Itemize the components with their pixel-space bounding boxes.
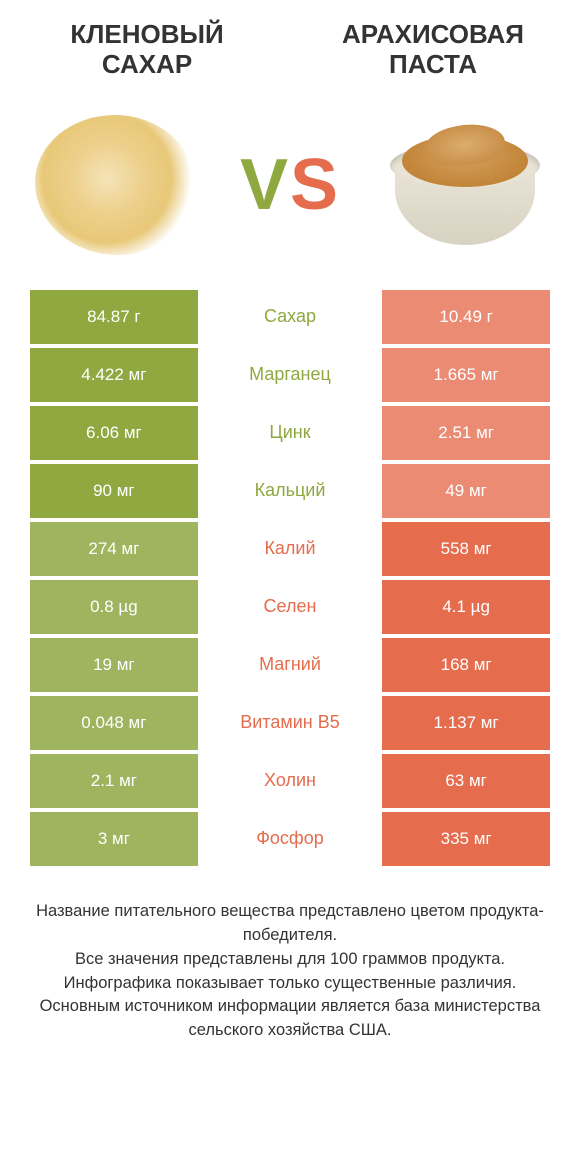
maple-sugar-icon [35, 115, 195, 255]
peanut-butter-icon [390, 125, 540, 245]
footnote-line: Основным источником информации является … [30, 995, 550, 1043]
cell-nutrient-label: Сахар [198, 290, 383, 344]
cell-right-value: 1.665 мг [382, 348, 550, 402]
cell-left-value: 84.87 г [30, 290, 198, 344]
table-row: 3 мгФосфор335 мг [30, 812, 550, 866]
cell-left-value: 2.1 мг [30, 754, 198, 808]
footnote-line: Название питательного вещества представл… [30, 900, 550, 948]
table-row: 6.06 мгЦинк2.51 мг [30, 406, 550, 460]
cell-left-value: 3 мг [30, 812, 198, 866]
table-row: 4.422 мгМарганец1.665 мг [30, 348, 550, 402]
cell-left-value: 4.422 мг [30, 348, 198, 402]
cell-right-value: 10.49 г [382, 290, 550, 344]
cell-nutrient-label: Цинк [198, 406, 383, 460]
product-left-image [30, 100, 200, 270]
footnote: Название питательного вещества представл… [0, 870, 580, 1044]
cell-right-value: 1.137 мг [382, 696, 550, 750]
images-row: VS [0, 90, 580, 290]
table-row: 84.87 гСахар10.49 г [30, 290, 550, 344]
table-row: 2.1 мгХолин63 мг [30, 754, 550, 808]
cell-nutrient-label: Марганец [198, 348, 383, 402]
table-row: 274 мгКалий558 мг [30, 522, 550, 576]
cell-left-value: 0.048 мг [30, 696, 198, 750]
table-row: 0.048 мгВитамин B51.137 мг [30, 696, 550, 750]
vs-label: VS [240, 144, 340, 226]
cell-right-value: 63 мг [382, 754, 550, 808]
cell-nutrient-label: Магний [198, 638, 383, 692]
cell-nutrient-label: Кальций [198, 464, 383, 518]
cell-right-value: 168 мг [382, 638, 550, 692]
cell-right-value: 335 мг [382, 812, 550, 866]
comparison-table: 84.87 гСахар10.49 г4.422 мгМарганец1.665… [0, 290, 580, 866]
header: КЛЕНОВЫЙ САХАР АРАХИСОВАЯ ПАСТА [0, 0, 580, 90]
cell-left-value: 274 мг [30, 522, 198, 576]
table-row: 19 мгМагний168 мг [30, 638, 550, 692]
cell-nutrient-label: Витамин B5 [198, 696, 383, 750]
cell-right-value: 4.1 µg [382, 580, 550, 634]
cell-nutrient-label: Селен [198, 580, 383, 634]
cell-nutrient-label: Фосфор [198, 812, 383, 866]
product-right-title: АРАХИСОВАЯ ПАСТА [316, 20, 550, 80]
table-row: 90 мгКальций49 мг [30, 464, 550, 518]
cell-left-value: 19 мг [30, 638, 198, 692]
cell-right-value: 49 мг [382, 464, 550, 518]
cell-left-value: 0.8 µg [30, 580, 198, 634]
vs-s: S [290, 145, 340, 225]
cell-right-value: 558 мг [382, 522, 550, 576]
table-row: 0.8 µgСелен4.1 µg [30, 580, 550, 634]
cell-right-value: 2.51 мг [382, 406, 550, 460]
cell-left-value: 90 мг [30, 464, 198, 518]
cell-nutrient-label: Калий [198, 522, 383, 576]
footnote-line: Все значения представлены для 100 граммо… [30, 948, 550, 972]
vs-v: V [240, 145, 290, 225]
product-left-title: КЛЕНОВЫЙ САХАР [30, 20, 264, 80]
cell-nutrient-label: Холин [198, 754, 383, 808]
footnote-line: Инфографика показывает только существенн… [30, 972, 550, 996]
product-right-image [380, 100, 550, 270]
cell-left-value: 6.06 мг [30, 406, 198, 460]
